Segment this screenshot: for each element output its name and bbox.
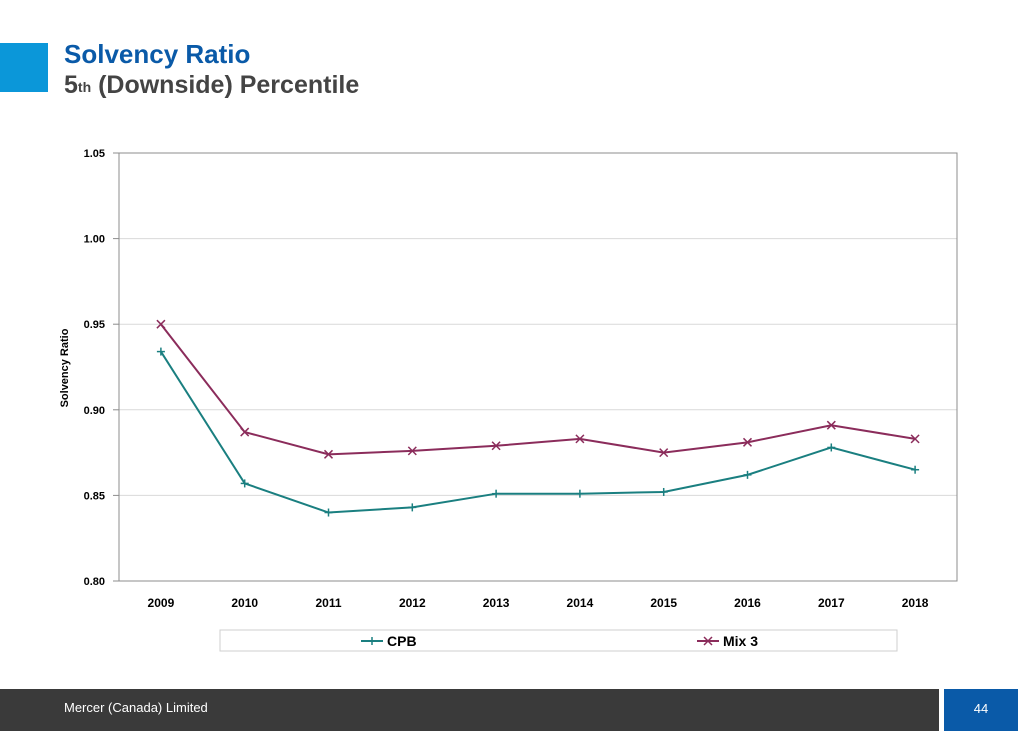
accent-square (0, 43, 48, 92)
data-point-mix-3 (323, 449, 334, 459)
plot-area-border (118, 152, 958, 582)
legend-marker-mix-3 (703, 636, 713, 646)
x-tick-label: 2017 (818, 596, 845, 610)
data-point-cpb (743, 470, 752, 479)
x-tick-label: 2015 (650, 596, 677, 610)
y-tick-label: 0.95 (84, 319, 105, 331)
series-line-mix-3 (160, 323, 916, 456)
series-line-cpb (160, 351, 916, 514)
x-tick-label: 2012 (399, 596, 426, 610)
legend-label-cpb: CPB (387, 633, 417, 649)
x-tick-label: 2010 (231, 596, 258, 610)
x-tick-label: 2009 (148, 596, 175, 610)
y-tick-label: 0.85 (84, 490, 105, 502)
grid-layer (113, 152, 957, 582)
legend: CPB Mix 3 (361, 633, 758, 649)
data-point-mix-3 (742, 437, 753, 447)
subtitle-number: 5 (64, 71, 78, 99)
x-tick-label: 2014 (567, 596, 594, 610)
legend-box (219, 629, 898, 652)
data-point-cpb (659, 487, 668, 496)
data-point-cpb (240, 479, 249, 488)
solvency-line-chart: 0.80 0.85 0.90 0.95 1.00 1.05 2009 2010 2011 201… (59, 148, 958, 652)
y-tick-label: 1.05 (84, 148, 105, 160)
data-point-cpb (575, 489, 584, 498)
subtitle-text: (Downside) Percentile (91, 71, 360, 99)
data-point-mix-3 (659, 448, 669, 458)
x-tick-label: 2013 (483, 596, 510, 610)
subtitle-superscript: th (77, 79, 92, 95)
data-point-cpb (911, 465, 920, 474)
data-point-cpb (827, 443, 836, 452)
page-title: Solvency Ratio (64, 39, 251, 69)
data-point-cpb (492, 489, 501, 498)
y-tick-label: 1.00 (84, 234, 105, 246)
y-axis-label: Solvency Ratio (59, 328, 71, 407)
page-number: 44 (973, 701, 989, 716)
data-point-mix-3 (156, 319, 166, 329)
legend-marker-cpb (368, 637, 376, 645)
x-tick-labels: 2009 2010 2011 2012 2013 2014 2015 2016 2017 2018 (148, 596, 929, 610)
data-point-cpb (408, 503, 417, 512)
x-tick-label: 2016 (734, 596, 761, 610)
data-point-cpb (156, 347, 165, 356)
legend-label-mix-3: Mix 3 (723, 633, 758, 649)
footer-bar (0, 689, 939, 731)
data-point-mix-3 (407, 446, 417, 456)
y-tick-labels: 0.80 0.85 0.90 0.95 1.00 1.05 (84, 148, 105, 588)
y-tick-label: 0.80 (84, 576, 105, 588)
data-point-cpb (324, 508, 333, 517)
x-tick-label: 2018 (902, 596, 929, 610)
series-layer (156, 319, 920, 517)
x-tick-label: 2011 (315, 596, 341, 610)
page-subtitle: 5th (Downside) Percentile (64, 70, 359, 100)
data-point-mix-3 (491, 441, 501, 451)
footer-company: Mercer (Canada) Limited (64, 700, 208, 715)
data-point-mix-3 (910, 434, 920, 444)
page-number-box (944, 689, 1018, 731)
data-point-mix-3 (826, 420, 836, 430)
data-point-mix-3 (240, 427, 250, 437)
y-tick-label: 0.90 (84, 405, 105, 417)
data-point-mix-3 (575, 434, 585, 444)
